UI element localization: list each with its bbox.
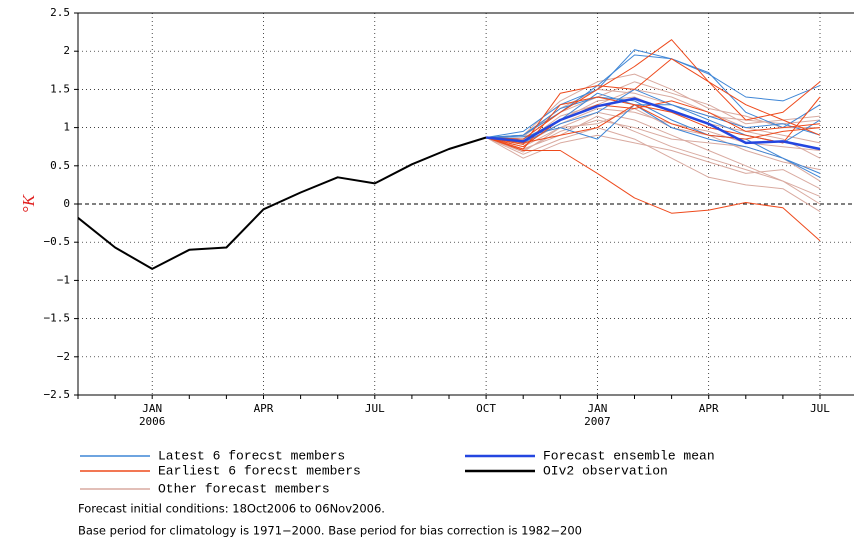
x-tick-label: APR [699,402,719,415]
y-axis-label: °K [19,193,38,213]
footnote: Base period for climatology is 1971−2000… [78,524,582,538]
y-tick-label: −1.5 [44,312,71,325]
x-tick-label: APR [254,402,274,415]
y-tick-label: 1.5 [50,82,70,95]
y-tick-label: 2 [63,44,70,57]
legend-label: OIv2 observation [543,463,668,478]
series-line [77,136,487,270]
legend-label: Earliest 6 forecst members [158,463,361,478]
legend-label: Forecast ensemble mean [543,448,715,463]
legend-label: Other forecast members [158,481,330,496]
member-line [485,96,821,150]
member-line [485,137,821,242]
y-tick-label: 0 [63,197,70,210]
member-line [486,39,821,140]
y-tick-label: −2.5 [44,388,71,401]
member-line [486,88,821,138]
y-tick-label: 0.5 [50,159,70,172]
x-tick-label: JAN 2007 [584,402,611,428]
member-line [485,127,821,213]
y-tick-label: 2.5 [50,6,70,19]
y-tick-label: −2 [57,350,70,363]
y-tick-label: −0.5 [44,235,71,248]
y-tick-label: 1 [63,121,70,134]
x-tick-label: JUL [365,402,385,415]
x-tick-label: JUL [810,402,830,415]
member-line [486,54,821,138]
series-line [485,97,821,151]
footnote: Forecast initial conditions: 18Oct2006 t… [78,502,385,516]
x-tick-label: JAN 2006 [139,402,166,428]
member-line [486,96,821,178]
member-line [486,104,821,144]
member-line [485,108,821,171]
y-tick-label: −1 [57,273,70,286]
legend-label: Latest 6 forecst members [158,448,345,463]
x-tick-label: OCT [476,402,496,415]
member-line [485,115,821,205]
member-line [485,111,821,197]
member-line [486,58,821,145]
